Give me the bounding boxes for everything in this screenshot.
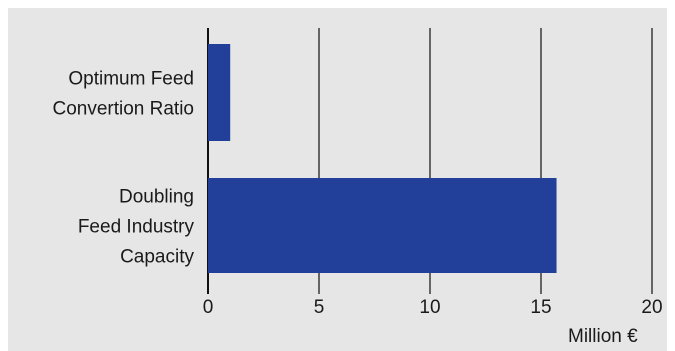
- category-label-line: Convertion Ratio: [52, 99, 194, 120]
- unit-label: Million €: [568, 326, 638, 347]
- category-label-line: Optimum Feed: [68, 69, 194, 90]
- category-label-line: Feed Industry: [78, 217, 195, 238]
- x-tick-label: 0: [203, 297, 214, 318]
- category-labels: Optimum Feed Convertion Ratio Doubling Feed…: [52, 69, 194, 268]
- category-label-line: Doubling: [119, 187, 194, 208]
- category-label: Doubling Feed Industry Capacity: [78, 187, 195, 268]
- x-tick-labels: 0 5 10 15 20: [203, 297, 663, 318]
- x-tick-label: 15: [530, 297, 551, 318]
- x-tick-label: 20: [641, 297, 662, 318]
- x-tick-label: 5: [314, 297, 325, 318]
- category-label-line: Capacity: [120, 247, 194, 268]
- bar: [208, 44, 231, 141]
- bar: [208, 178, 557, 273]
- bars: [208, 44, 557, 273]
- x-tick-label: 10: [419, 297, 440, 318]
- category-label: Optimum Feed Convertion Ratio: [52, 69, 194, 120]
